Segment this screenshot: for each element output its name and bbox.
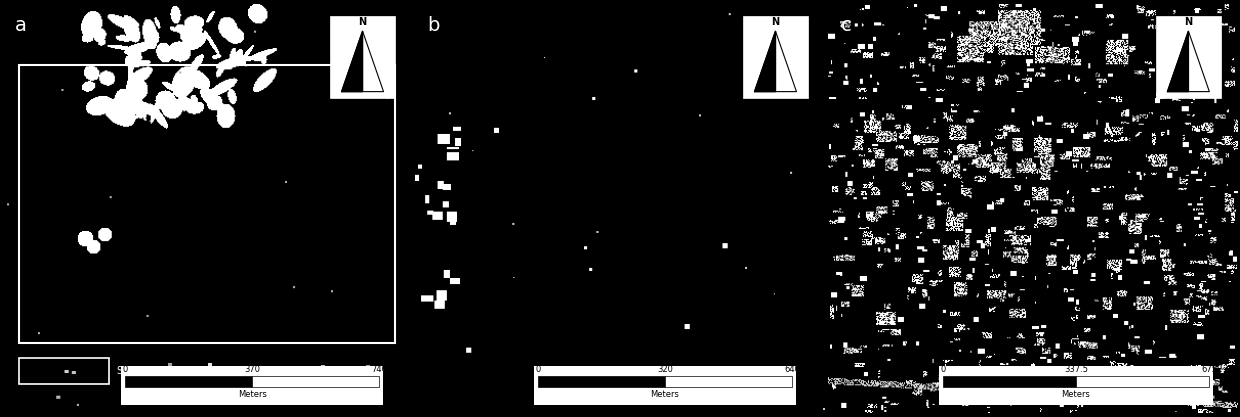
Text: Meters: Meters <box>651 389 680 399</box>
Text: 370: 370 <box>244 365 260 374</box>
Text: N: N <box>771 17 780 27</box>
Bar <box>665 376 792 387</box>
Bar <box>330 16 396 98</box>
Bar <box>939 366 1213 404</box>
Polygon shape <box>1168 31 1188 92</box>
Text: 675: 675 <box>1200 365 1216 374</box>
Text: a: a <box>15 16 26 35</box>
Text: Meters: Meters <box>1061 389 1090 399</box>
Polygon shape <box>775 31 796 92</box>
Text: 337.5: 337.5 <box>1064 365 1087 374</box>
Bar <box>19 65 396 343</box>
Text: 0: 0 <box>123 365 128 374</box>
Bar <box>252 376 379 387</box>
Bar <box>1076 376 1209 387</box>
Bar <box>743 16 808 98</box>
Text: 740: 740 <box>371 365 387 374</box>
Bar <box>534 366 796 404</box>
Text: b: b <box>428 16 440 35</box>
Text: 0: 0 <box>940 365 946 374</box>
Text: N: N <box>1184 17 1193 27</box>
Text: 320: 320 <box>657 365 673 374</box>
Text: c: c <box>841 16 852 35</box>
Bar <box>538 376 665 387</box>
Bar <box>122 366 383 404</box>
Text: Sample region of winter wheat: Sample region of winter wheat <box>117 366 267 376</box>
Bar <box>125 376 252 387</box>
Polygon shape <box>342 31 362 92</box>
Text: 0: 0 <box>536 365 541 374</box>
Bar <box>19 358 109 384</box>
Text: N: N <box>358 17 367 27</box>
Polygon shape <box>1188 31 1209 92</box>
Polygon shape <box>362 31 383 92</box>
Polygon shape <box>755 31 775 92</box>
Text: Meters: Meters <box>238 389 267 399</box>
Bar <box>1156 16 1221 98</box>
Text: 640: 640 <box>784 365 800 374</box>
Bar <box>942 376 1076 387</box>
